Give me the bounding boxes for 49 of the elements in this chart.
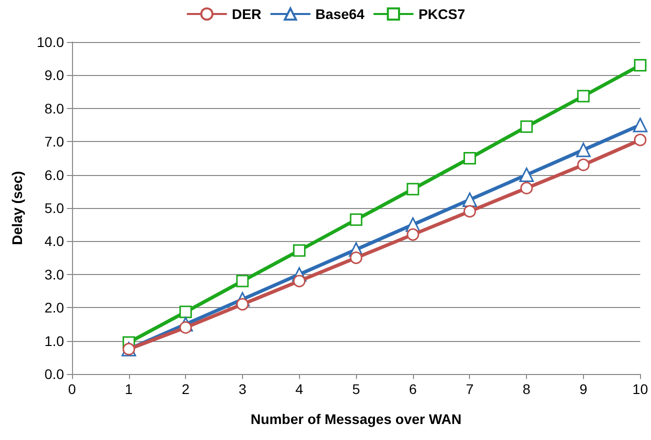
point	[520, 182, 533, 194]
point	[179, 321, 192, 334]
y-axis-title: Delay (sec)	[9, 171, 25, 245]
x-tick-label: 7	[466, 381, 474, 397]
x-tick-label: 1	[124, 381, 133, 397]
point	[179, 306, 192, 318]
point	[462, 192, 477, 207]
x-tick-label: 2	[182, 381, 190, 397]
point	[236, 298, 249, 311]
point	[577, 90, 590, 102]
y-tick-label: 9.0	[44, 67, 64, 84]
y-tick-label: 10.0	[36, 34, 64, 50]
point	[520, 120, 533, 133]
legend-label: Base64	[315, 6, 365, 22]
point	[632, 118, 648, 132]
y-tick-label: 1.0	[44, 332, 64, 349]
point	[577, 158, 590, 172]
point	[464, 205, 476, 218]
y-tick-label: 2.0	[44, 300, 64, 316]
y-tick-label: 7.0	[44, 134, 64, 150]
point	[634, 58, 646, 72]
x-tick-label: 6	[409, 381, 418, 397]
legend-label: PKCS7	[418, 6, 466, 22]
y-tick-label: 5.0	[44, 200, 64, 216]
point	[464, 152, 476, 164]
y-tick-label: 3.0	[44, 266, 64, 282]
point	[519, 168, 534, 182]
point	[293, 244, 306, 257]
point	[576, 142, 591, 158]
y-tick-label: 6.0	[44, 166, 64, 183]
x-tick-label: 0	[68, 381, 76, 397]
point	[350, 252, 362, 264]
legend-label: DER	[232, 6, 262, 22]
point	[293, 274, 306, 288]
point	[406, 228, 420, 241]
x-tick-label: 10	[632, 381, 648, 397]
point	[634, 134, 646, 146]
x-tick-label: 3	[238, 381, 247, 397]
point	[406, 182, 420, 196]
point	[350, 213, 362, 226]
x-tick-label: 8	[522, 381, 531, 397]
point	[236, 274, 249, 288]
y-tick-label: 0.0	[44, 366, 64, 382]
x-tick-label: 5	[352, 381, 360, 397]
y-tick-label: 8.0	[44, 100, 64, 116]
x-tick-label: 4	[295, 381, 304, 397]
x-tick-label: 9	[579, 381, 588, 397]
x-axis-title: Number of Messages over WAN	[250, 411, 462, 427]
y-tick-label: 4.0	[44, 233, 64, 250]
